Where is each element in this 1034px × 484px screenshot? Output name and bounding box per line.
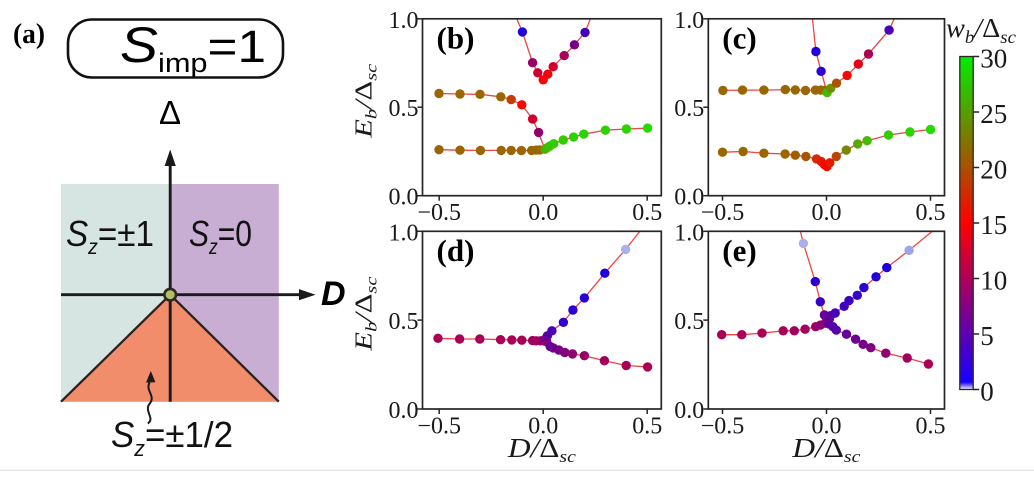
- svg-text:5: 5: [980, 321, 994, 351]
- svg-text:0.5: 0.5: [916, 413, 946, 439]
- svg-text:0.5: 0.5: [674, 96, 704, 122]
- svg-text:−0.5: −0.5: [417, 200, 461, 226]
- svg-text:−0.5: −0.5: [417, 413, 461, 439]
- svg-text:1.0: 1.0: [389, 8, 419, 34]
- svg-text:−0.5: −0.5: [701, 413, 745, 439]
- svg-text:(c): (c): [722, 20, 756, 55]
- svg-text:0.5: 0.5: [632, 413, 662, 439]
- svg-text:0.5: 0.5: [632, 200, 662, 226]
- svg-text:1.0: 1.0: [389, 220, 419, 246]
- svg-text:Δ: Δ: [159, 94, 181, 131]
- svg-text:0.5: 0.5: [389, 96, 419, 122]
- svg-text:10: 10: [980, 266, 1007, 296]
- svg-text:0.0: 0.0: [812, 413, 842, 439]
- svg-text:(d): (d): [437, 233, 475, 268]
- svg-text:15: 15: [980, 210, 1007, 240]
- svg-text:D/Δsc: D/Δsc: [791, 433, 861, 466]
- svg-text:Eb/Δsc: Eb/Δsc: [352, 277, 381, 352]
- svg-text:20: 20: [980, 155, 1007, 185]
- svg-text:0.0: 0.0: [528, 413, 558, 439]
- svg-text:Sz=±1: Sz=±1: [66, 213, 154, 259]
- svg-text:0.0: 0.0: [674, 398, 704, 424]
- svg-text:wb/Δsc: wb/Δsc: [946, 13, 1016, 47]
- svg-text:1.0: 1.0: [674, 220, 704, 246]
- svg-text:Sz=±1/2: Sz=±1/2: [111, 414, 233, 461]
- svg-text:0: 0: [980, 377, 994, 407]
- svg-text:D/Δsc: D/Δsc: [507, 433, 577, 466]
- svg-text:1.0: 1.0: [674, 8, 704, 34]
- svg-text:Eb/Δsc: Eb/Δsc: [352, 64, 381, 139]
- svg-text:0.0: 0.0: [528, 200, 558, 226]
- svg-text:D: D: [321, 275, 346, 313]
- svg-text:0.5: 0.5: [389, 309, 419, 335]
- svg-text:(b): (b): [437, 20, 475, 55]
- svg-text:(e): (e): [722, 233, 756, 268]
- svg-text:0.5: 0.5: [916, 200, 946, 226]
- svg-text:−0.5: −0.5: [701, 200, 745, 226]
- svg-text:0.0: 0.0: [389, 185, 419, 211]
- svg-text:30: 30: [980, 44, 1007, 74]
- svg-text:Sz=0: Sz=0: [189, 213, 252, 259]
- svg-text:0.0: 0.0: [674, 185, 704, 211]
- svg-text:(a): (a): [13, 19, 45, 50]
- svg-text:0.0: 0.0: [389, 398, 419, 424]
- svg-text:0.0: 0.0: [812, 200, 842, 226]
- svg-text:25: 25: [980, 99, 1007, 129]
- svg-text:0.5: 0.5: [674, 309, 704, 335]
